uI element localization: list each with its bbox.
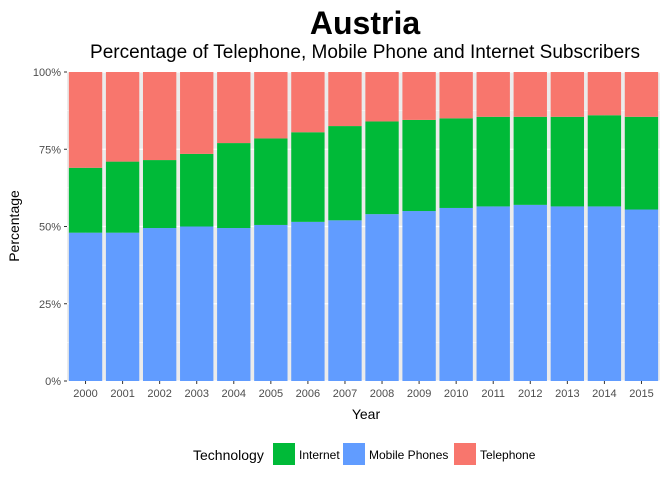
y-tick-label: 50% xyxy=(39,222,61,234)
x-tick-label: 2009 xyxy=(407,388,431,400)
x-tick-label: 2005 xyxy=(259,388,283,400)
bar-telephone-2009 xyxy=(402,72,436,120)
bar-mobile-phones-2010 xyxy=(439,207,473,381)
bar-telephone-2005 xyxy=(254,72,288,139)
x-tick-label: 2003 xyxy=(184,388,208,400)
bar-internet-2005 xyxy=(254,138,288,225)
bar-mobile-phones-2008 xyxy=(365,214,399,381)
x-tick-label: 2007 xyxy=(333,388,357,400)
bar-telephone-2013 xyxy=(550,72,585,117)
legend-key-internet xyxy=(273,443,295,465)
bar-telephone-2008 xyxy=(365,72,399,122)
bar-internet-2012 xyxy=(513,116,547,205)
bar-mobile-phones-2011 xyxy=(476,206,510,381)
bar-mobile-phones-2006 xyxy=(291,221,325,381)
bar-internet-2000 xyxy=(68,167,103,233)
bar-telephone-2011 xyxy=(476,72,510,117)
legend-label-internet: Internet xyxy=(299,448,340,462)
x-tick-label: 2006 xyxy=(296,388,320,400)
x-axis-ticks: 2000 2001 2002 2003 2004 2005 2006 2007 2008 2009… xyxy=(73,381,654,400)
legend-title: Technology xyxy=(193,447,264,463)
chart-title: Austria xyxy=(310,5,420,41)
bar-internet-2004 xyxy=(217,143,251,229)
bar-internet-2003 xyxy=(180,153,214,227)
bar-telephone-2002 xyxy=(142,72,177,161)
x-tick-label: 2010 xyxy=(444,388,468,400)
x-tick-label: 2008 xyxy=(370,388,394,400)
bar-mobile-phones-2013 xyxy=(550,206,585,381)
bar-telephone-2001 xyxy=(105,72,140,162)
bar-internet-2006 xyxy=(291,132,325,222)
y-tick-label: 75% xyxy=(39,144,61,156)
x-tick-label: 2014 xyxy=(592,388,616,400)
bar-mobile-phones-2001 xyxy=(105,232,140,381)
x-axis-title: Year xyxy=(352,406,381,422)
bars xyxy=(68,72,659,381)
bar-internet-2011 xyxy=(476,116,510,207)
x-tick-label: 2013 xyxy=(555,388,579,400)
bar-telephone-2003 xyxy=(180,72,214,154)
x-tick-label: 2004 xyxy=(222,388,246,400)
x-tick-label: 2002 xyxy=(147,388,171,400)
bar-internet-2002 xyxy=(142,160,177,229)
bar-telephone-2015 xyxy=(624,72,659,117)
bar-telephone-2006 xyxy=(291,72,325,133)
bar-telephone-2000 xyxy=(68,72,103,168)
bar-mobile-phones-2002 xyxy=(142,228,177,381)
legend-label-mobile-phones: Mobile Phones xyxy=(369,448,448,462)
bar-mobile-phones-2012 xyxy=(513,204,547,381)
x-tick-label: 2000 xyxy=(73,388,97,400)
bar-internet-2007 xyxy=(328,126,362,221)
x-tick-label: 2001 xyxy=(110,388,134,400)
x-tick-label: 2011 xyxy=(481,388,505,400)
bar-internet-2010 xyxy=(439,118,473,208)
y-axis-title: Percentage xyxy=(6,190,22,262)
bar-mobile-phones-2015 xyxy=(624,209,659,381)
bar-mobile-phones-2000 xyxy=(68,232,103,381)
bar-telephone-2004 xyxy=(217,72,251,144)
bar-internet-2013 xyxy=(550,116,585,207)
bar-telephone-2007 xyxy=(328,72,362,127)
bar-telephone-2012 xyxy=(513,72,547,117)
legend-label-telephone: Telephone xyxy=(480,448,536,462)
y-tick-label: 25% xyxy=(39,299,61,311)
legend-key-mobile-phones xyxy=(343,443,365,465)
bar-mobile-phones-2014 xyxy=(587,206,622,381)
bar-internet-2015 xyxy=(624,116,659,210)
y-tick-label: 0% xyxy=(45,376,61,388)
bar-internet-2008 xyxy=(365,121,399,215)
y-tick-label: 100% xyxy=(33,67,61,79)
x-tick-label: 2015 xyxy=(629,388,653,400)
bar-mobile-phones-2003 xyxy=(180,226,214,381)
bar-mobile-phones-2009 xyxy=(402,211,436,381)
chart-subtitle: Percentage of Telephone, Mobile Phone an… xyxy=(90,42,640,63)
legend-key-telephone xyxy=(454,443,476,465)
bar-mobile-phones-2004 xyxy=(217,228,251,381)
bar-mobile-phones-2005 xyxy=(254,224,288,381)
y-axis-ticks: 0% 25% 50% 75% 100% xyxy=(33,67,67,388)
bar-internet-2009 xyxy=(402,119,436,212)
bar-telephone-2014 xyxy=(587,72,622,116)
x-tick-label: 2012 xyxy=(518,388,542,400)
bar-internet-2014 xyxy=(587,115,622,207)
bar-telephone-2010 xyxy=(439,72,473,119)
bar-mobile-phones-2007 xyxy=(328,220,362,381)
legend: Technology Internet Mobile Phones Telephon… xyxy=(193,443,536,465)
bar-internet-2001 xyxy=(105,161,140,233)
